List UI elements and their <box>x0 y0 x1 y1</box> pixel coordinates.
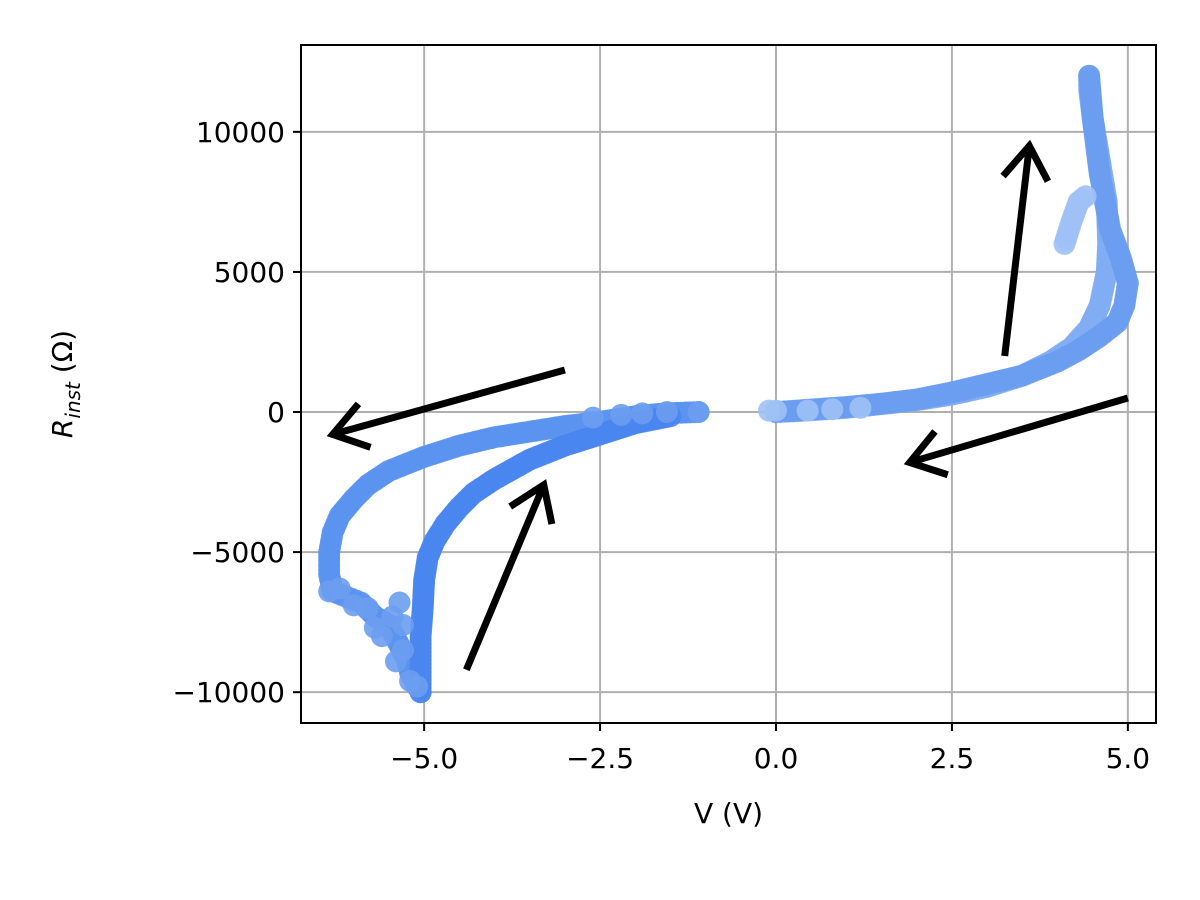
data-points <box>318 64 1139 704</box>
data-point <box>385 650 407 673</box>
arrow-shaft <box>908 394 1129 466</box>
y-tick-label: −10000 <box>172 676 285 709</box>
data-point <box>655 401 678 424</box>
x-tick-label: 5.0 <box>1106 742 1151 775</box>
arrow-shaft <box>331 366 566 438</box>
data-point <box>631 402 654 425</box>
arrow-annotation <box>903 394 1129 479</box>
arrow-annotation <box>463 479 556 672</box>
data-point <box>1074 185 1097 208</box>
arrow-head <box>326 401 372 451</box>
data-point <box>370 625 393 648</box>
direction-arrows <box>326 139 1129 672</box>
data-point <box>849 396 872 419</box>
data-point <box>406 675 429 698</box>
x-tick-label: 0.0 <box>754 742 799 775</box>
data-point <box>610 403 633 426</box>
arrow-shaft <box>463 483 548 672</box>
data-point <box>687 401 710 424</box>
x-tick-label: 2.5 <box>930 742 975 775</box>
data-point <box>328 577 351 600</box>
data-point <box>796 399 819 422</box>
y-tick-label: 0 <box>267 396 285 429</box>
y-axis-label: Rinst (Ω) <box>46 330 85 438</box>
y-ticks: −10000 −5000 0 5000 10000 <box>172 116 301 709</box>
arrow-head <box>508 479 556 525</box>
x-axis-label: V (V) <box>694 797 763 830</box>
data-point <box>356 597 379 620</box>
y-tick-label: 5000 <box>214 256 285 289</box>
data-point <box>821 398 844 421</box>
arrow-annotation <box>326 366 566 451</box>
y-tick-label: −5000 <box>190 536 285 569</box>
y-tick-label: 10000 <box>196 116 285 149</box>
x-ticks: −5.0 −2.5 0.0 2.5 5.0 <box>390 723 1150 775</box>
x-tick-label: −2.5 <box>566 742 634 775</box>
data-point <box>582 406 605 429</box>
arrow-head <box>903 429 949 479</box>
arrow-annotation <box>1000 139 1052 357</box>
plot-frame <box>300 44 1157 724</box>
arrow-shaft <box>1001 145 1033 357</box>
arrow-head <box>1000 139 1052 183</box>
data-point <box>765 399 787 422</box>
data-point <box>388 591 411 614</box>
data-point <box>392 613 415 636</box>
x-tick-label: −5.0 <box>390 742 458 775</box>
